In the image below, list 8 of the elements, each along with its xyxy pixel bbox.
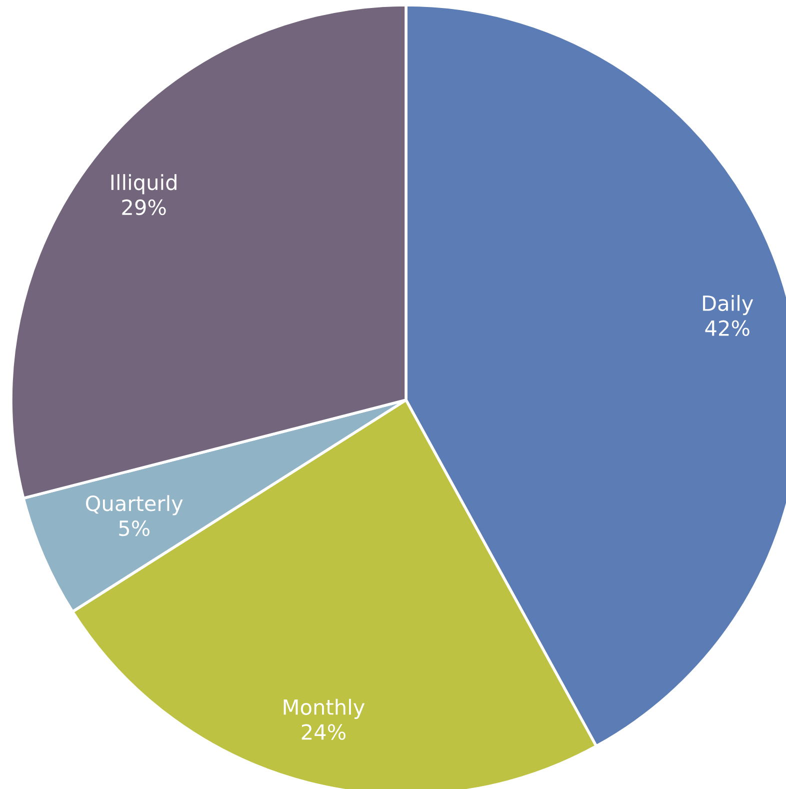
data-label: 24% (302, 724, 346, 740)
data-label: 29% (122, 199, 166, 216)
data-label: 42% (705, 320, 750, 336)
slice-label: Illiquid (111, 174, 176, 194)
slice-label: Daily (703, 294, 754, 316)
slice-label: Monthly (284, 698, 365, 719)
data-label: 5% (119, 520, 150, 536)
slice-label: Quarterly (86, 495, 183, 516)
